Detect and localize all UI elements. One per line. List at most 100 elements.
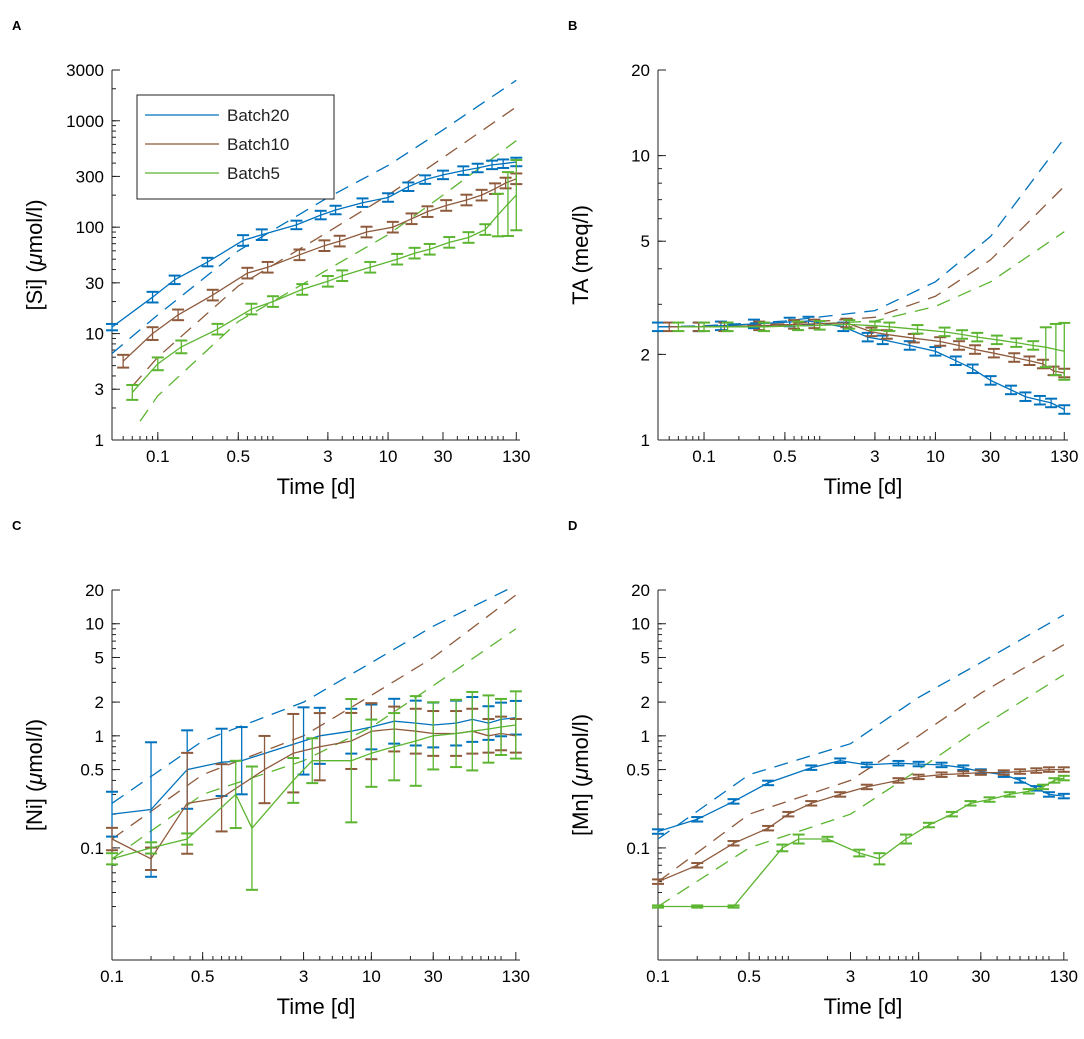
error-bar-batch10: [318, 239, 331, 253]
x-tick-label: 0.1: [646, 967, 670, 986]
error-bar-batch20: [1058, 404, 1071, 415]
x-tick-label: 130: [1050, 967, 1078, 986]
x-tick-label: 0.5: [191, 967, 215, 986]
error-bar-batch10: [460, 193, 473, 207]
error-bar-batch20: [834, 757, 847, 764]
model-line-batch10: [678, 185, 1065, 328]
error-bar-batch10: [146, 326, 159, 341]
y-tick-label: 10: [631, 615, 650, 634]
error-bar-batch10: [860, 783, 873, 791]
y-tick-label: 1: [641, 727, 650, 746]
x-tick-label: 10: [379, 447, 398, 466]
x-tick-label: 0.1: [100, 967, 124, 986]
y-tick-label: 2: [641, 693, 650, 712]
error-bar-batch20: [1045, 397, 1058, 409]
error-bar-batch10: [782, 810, 795, 818]
error-bar-batch5: [1003, 791, 1016, 798]
y-tick-label: 0.1: [626, 839, 650, 858]
model-line-batch5: [112, 628, 517, 860]
error-bar-batch5: [1010, 337, 1023, 348]
error-bar-batch10: [386, 220, 399, 234]
error-bar-batch5: [971, 331, 984, 343]
y-tick-label: 1000: [66, 112, 104, 131]
error-bar-batch10: [499, 176, 512, 190]
error-bar-batch5: [245, 302, 258, 316]
x-axis-title: Time [d]: [824, 474, 903, 499]
panel-letter: B: [568, 18, 577, 33]
error-bar-batch5: [727, 904, 740, 909]
error-bar-batch5: [813, 320, 826, 331]
x-tick-label: 0.5: [737, 967, 761, 986]
y-tick-label: 5: [95, 648, 104, 667]
error-bar-batch10: [935, 771, 948, 778]
error-bar-batch20: [1004, 384, 1017, 396]
y-tick-label: 300: [76, 167, 104, 186]
y-axis-title-greek: μ: [568, 768, 593, 781]
y-axis-title: [Mn] (μmol/l): [568, 714, 593, 836]
error-bar-batch20: [652, 321, 664, 333]
y-tick-label: 20: [631, 581, 650, 600]
x-axis-title: Time [d]: [277, 994, 356, 1019]
data-line-batch5: [131, 194, 517, 393]
error-bar-batch20: [860, 761, 873, 769]
error-bar-batch5: [990, 334, 1003, 346]
error-bar-batch10: [360, 225, 373, 239]
error-bar-batch20: [949, 355, 962, 366]
error-bar-batch5: [336, 269, 349, 283]
x-tick-label: 30: [434, 447, 453, 466]
x-tick-label: 3: [323, 447, 332, 466]
error-bar-batch10: [1042, 766, 1055, 773]
error-bar-batch5: [482, 694, 495, 764]
model-line-batch5: [686, 231, 1065, 328]
model-line-batch10: [112, 594, 517, 840]
error-bar-batch5: [672, 321, 685, 333]
y-axis-title-main: [Mn] (: [568, 779, 593, 836]
error-bar-batch10: [762, 824, 775, 832]
error-bar-batch10: [805, 800, 818, 807]
error-bar-batch20: [892, 759, 905, 767]
y-axis-title: [Si] (μmol/l): [22, 199, 47, 310]
y-tick-label: 20: [631, 61, 650, 80]
error-bar-batch20: [471, 162, 484, 174]
error-bar-batch5: [245, 765, 258, 891]
error-bar-batch5: [145, 841, 158, 855]
error-bar-batch5: [1058, 321, 1071, 381]
error-bar-batch10: [834, 791, 847, 798]
error-bar-batch5: [466, 690, 479, 772]
error-bar-batch20: [984, 375, 997, 386]
error-bar-batch10: [934, 336, 947, 347]
error-bar-batch5: [883, 321, 896, 333]
error-bar-batch5: [427, 701, 440, 771]
error-bar-batch20: [419, 174, 432, 185]
error-bar-batch20: [929, 346, 942, 357]
data-line-batch20: [658, 320, 1065, 411]
error-bar-batch20: [255, 228, 268, 242]
error-bar-batch5: [843, 319, 856, 330]
error-bar-batch5: [306, 737, 319, 785]
error-bar-batch5: [1022, 788, 1035, 795]
data-line-batch5: [658, 777, 1064, 908]
model-line-batch5: [139, 140, 517, 422]
y-tick-label: 3: [95, 380, 104, 399]
y-tick-label: 10: [631, 147, 650, 166]
error-bar-batch10: [172, 308, 185, 322]
x-tick-label: 130: [502, 967, 530, 986]
error-bar-batch5: [391, 252, 404, 266]
error-bar-batch5: [691, 904, 704, 909]
error-bar-batch20: [1057, 792, 1070, 800]
model-line-batch20: [112, 588, 513, 804]
x-axis-title: Time [d]: [277, 474, 356, 499]
error-bar-batch5: [721, 321, 734, 333]
error-bar-batch20: [805, 764, 818, 771]
error-bar-batch20: [1014, 777, 1027, 784]
error-bar-batch20: [652, 828, 664, 835]
error-bar-batch5: [956, 329, 969, 340]
error-bar-batch5: [853, 848, 866, 858]
x-tick-label: 130: [1050, 447, 1078, 466]
error-bar-batch5: [821, 835, 834, 843]
error-bar-batch5: [868, 320, 881, 332]
error-bar-batch10: [475, 188, 488, 202]
error-bar-batch10: [333, 234, 346, 248]
error-bar-batch10: [405, 212, 418, 226]
y-tick-label: 30: [85, 274, 104, 293]
